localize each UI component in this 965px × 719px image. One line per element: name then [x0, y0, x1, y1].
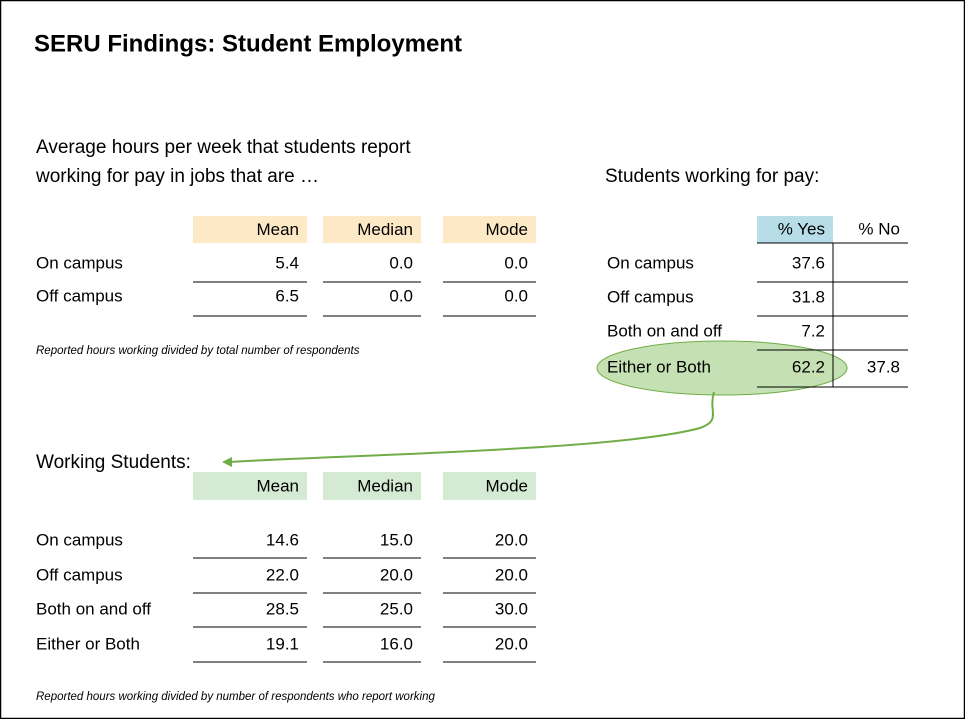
- cell-value: 31.8: [792, 287, 825, 306]
- header-cell: [193, 472, 307, 500]
- cell-value: 37.8: [867, 357, 900, 376]
- cell-value: 16.0: [380, 634, 413, 653]
- cell-value: 7.2: [801, 321, 825, 340]
- note: Reported hours working divided by total …: [36, 345, 360, 357]
- row-label: On campus: [607, 253, 694, 272]
- table-title: Working Students:: [36, 452, 191, 473]
- cell-value: 19.1: [266, 634, 299, 653]
- table-title: Students working for pay:: [605, 166, 819, 187]
- cell-value: 22.0: [266, 565, 299, 584]
- header-cell: [193, 216, 307, 243]
- column-header: Mean: [256, 220, 299, 239]
- cell-value: 14.6: [266, 530, 299, 549]
- column-header: % No: [858, 219, 900, 238]
- cell-value: 0.0: [389, 253, 413, 272]
- column-header: Median: [357, 220, 413, 239]
- caption-line: working for pay in jobs that are …: [35, 166, 319, 187]
- cell-value: 20.0: [495, 565, 528, 584]
- slide-title: SERU Findings: Student Employment: [34, 30, 462, 57]
- row-label: Off campus: [36, 286, 123, 305]
- row-label: Either or Both: [36, 634, 140, 653]
- cell-value: 20.0: [380, 565, 413, 584]
- header-cell: [323, 216, 421, 243]
- cell-value: 15.0: [380, 530, 413, 549]
- row-label: Off campus: [36, 565, 123, 584]
- header-cell: [833, 216, 908, 243]
- cell-value: 0.0: [504, 286, 528, 305]
- row-label: Either or Both: [607, 357, 711, 376]
- cell-value: 20.0: [495, 530, 528, 549]
- row-label: Both on and off: [607, 321, 722, 340]
- cell-value: 6.5: [275, 286, 299, 305]
- column-header: Median: [357, 476, 413, 495]
- note: Reported hours working divided by number…: [36, 691, 435, 703]
- row-label: On campus: [36, 253, 123, 272]
- arrow-head: [222, 457, 232, 467]
- cell-value: 28.5: [266, 599, 299, 618]
- cell-value: 37.6: [792, 253, 825, 272]
- column-header: Mode: [485, 476, 528, 495]
- arrow: [227, 391, 715, 463]
- cell-value: 5.4: [275, 253, 299, 272]
- header-cell: [443, 472, 536, 500]
- row-label: On campus: [36, 530, 123, 549]
- cell-value: 0.0: [504, 253, 528, 272]
- cell-value: 20.0: [495, 634, 528, 653]
- highlight-ellipse: [596, 340, 848, 396]
- column-header: Mean: [256, 476, 299, 495]
- row-label: Off campus: [607, 287, 694, 306]
- caption-line: Average hours per week that students rep…: [36, 137, 411, 158]
- header-cell: [443, 216, 536, 243]
- header-cell: [323, 472, 421, 500]
- column-header: Mode: [485, 220, 528, 239]
- cell-value: 0.0: [389, 286, 413, 305]
- row-label: Both on and off: [36, 599, 151, 618]
- column-header: % Yes: [778, 219, 825, 238]
- cell-value: 25.0: [380, 599, 413, 618]
- cell-value: 30.0: [495, 599, 528, 618]
- cell-value: 62.2: [792, 357, 825, 376]
- header-cell: [757, 216, 833, 243]
